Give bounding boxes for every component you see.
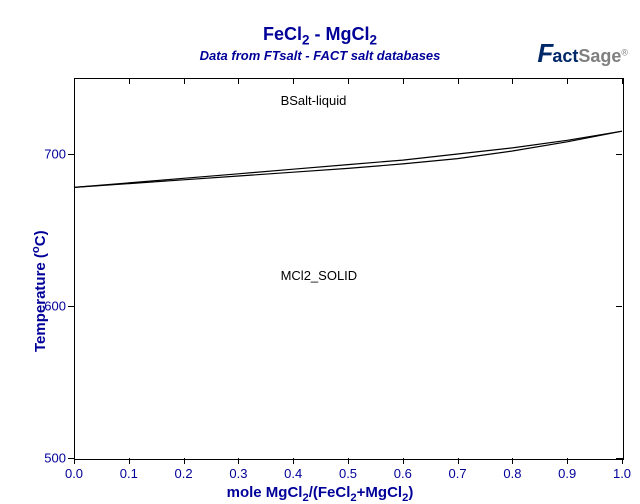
x-tick [74,458,75,464]
x-tick [622,458,623,464]
x-tick-label: 0.5 [339,466,357,481]
x-tick [74,78,75,84]
x-tick-label: 0.8 [503,466,521,481]
x-tick-label: 0.0 [65,466,83,481]
x-tick-label: 0.1 [120,466,138,481]
x-tick [184,458,185,464]
y-tick [68,458,74,459]
x-tick-label: 0.3 [229,466,247,481]
x-tick [238,458,239,464]
phase-curve [74,131,622,187]
phase-curve [74,131,622,187]
y-tick [616,306,622,307]
x-tick [293,78,294,84]
x-tick [184,78,185,84]
phase-curves [0,0,640,504]
x-tick [238,78,239,84]
y-tick [616,458,622,459]
x-tick [403,78,404,84]
x-axis-label: mole MgCl2/(FeCl2+MgCl2) [0,484,640,504]
y-tick [68,306,74,307]
x-tick-label: 0.4 [284,466,302,481]
y-tick [616,154,622,155]
region-label: MCl2_SOLID [281,268,358,283]
x-tick [512,78,513,84]
x-tick [622,78,623,84]
x-tick [458,458,459,464]
region-label: BSalt-liquid [281,93,347,108]
x-tick-label: 0.6 [394,466,412,481]
x-tick-label: 1.0 [613,466,631,481]
x-tick [348,458,349,464]
x-tick [293,458,294,464]
x-tick [458,78,459,84]
x-tick [567,458,568,464]
x-tick [403,458,404,464]
x-tick [129,78,130,84]
x-tick [129,458,130,464]
x-tick [567,78,568,84]
y-tick [68,154,74,155]
x-tick [348,78,349,84]
x-tick-label: 0.2 [175,466,193,481]
x-tick-label: 0.9 [558,466,576,481]
x-tick [512,458,513,464]
y-tick-label: 600 [32,299,66,314]
y-axis-label: Temperature (oC) [30,230,49,352]
y-tick-label: 500 [32,451,66,466]
x-tick-label: 0.7 [449,466,467,481]
y-tick-label: 700 [32,147,66,162]
